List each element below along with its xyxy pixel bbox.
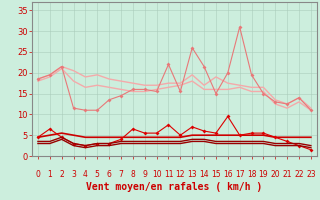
X-axis label: Vent moyen/en rafales ( km/h ): Vent moyen/en rafales ( km/h ) xyxy=(86,182,262,192)
